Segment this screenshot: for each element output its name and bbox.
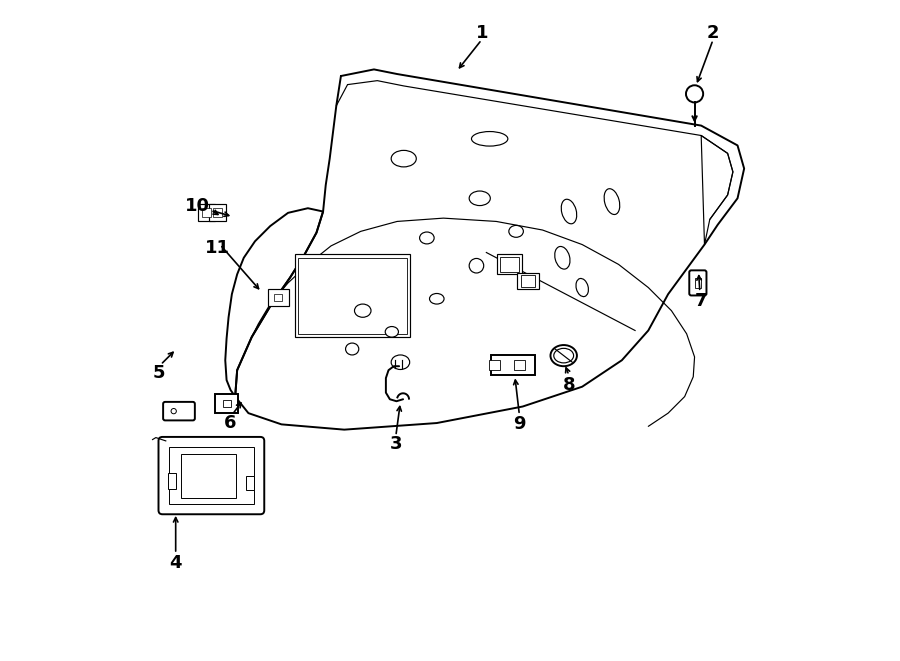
Bar	[167, 473, 176, 489]
Text: 6: 6	[224, 414, 237, 432]
Ellipse shape	[562, 199, 577, 224]
FancyBboxPatch shape	[491, 355, 535, 375]
FancyBboxPatch shape	[158, 437, 265, 514]
Text: 5: 5	[153, 364, 166, 383]
Text: 10: 10	[185, 197, 210, 215]
Bar	[202, 208, 211, 217]
Ellipse shape	[392, 150, 417, 167]
Bar	[695, 278, 701, 288]
Ellipse shape	[355, 304, 371, 317]
Text: 11: 11	[205, 239, 230, 257]
Bar	[246, 476, 254, 490]
Text: 9: 9	[513, 415, 526, 434]
Bar	[181, 454, 236, 498]
Bar	[274, 294, 282, 301]
Bar	[222, 400, 230, 407]
FancyBboxPatch shape	[209, 204, 226, 221]
FancyBboxPatch shape	[215, 393, 238, 412]
Text: 1: 1	[475, 24, 488, 42]
Bar	[298, 258, 407, 334]
Ellipse shape	[419, 232, 434, 244]
Text: 4: 4	[169, 554, 182, 572]
Bar	[521, 275, 535, 287]
Bar	[518, 272, 538, 290]
Bar	[294, 254, 410, 337]
FancyBboxPatch shape	[689, 270, 706, 295]
Ellipse shape	[604, 188, 620, 215]
Bar	[514, 360, 525, 370]
Bar	[500, 257, 518, 272]
Ellipse shape	[429, 293, 444, 304]
Ellipse shape	[551, 345, 577, 366]
Ellipse shape	[508, 225, 524, 237]
FancyBboxPatch shape	[163, 402, 195, 420]
Text: 8: 8	[562, 375, 575, 394]
Ellipse shape	[469, 258, 483, 273]
Text: 3: 3	[390, 435, 402, 453]
Bar	[212, 208, 222, 217]
Ellipse shape	[392, 355, 410, 369]
Ellipse shape	[385, 327, 399, 337]
Ellipse shape	[576, 278, 589, 297]
Ellipse shape	[472, 132, 508, 146]
Ellipse shape	[554, 348, 573, 363]
Text: 7: 7	[695, 292, 707, 310]
Bar	[489, 360, 500, 370]
Bar	[169, 447, 254, 504]
Ellipse shape	[554, 247, 570, 269]
Ellipse shape	[469, 191, 491, 206]
Ellipse shape	[346, 343, 359, 355]
FancyBboxPatch shape	[267, 289, 289, 306]
Bar	[497, 254, 522, 274]
FancyBboxPatch shape	[198, 204, 215, 221]
Text: 2: 2	[706, 24, 719, 42]
